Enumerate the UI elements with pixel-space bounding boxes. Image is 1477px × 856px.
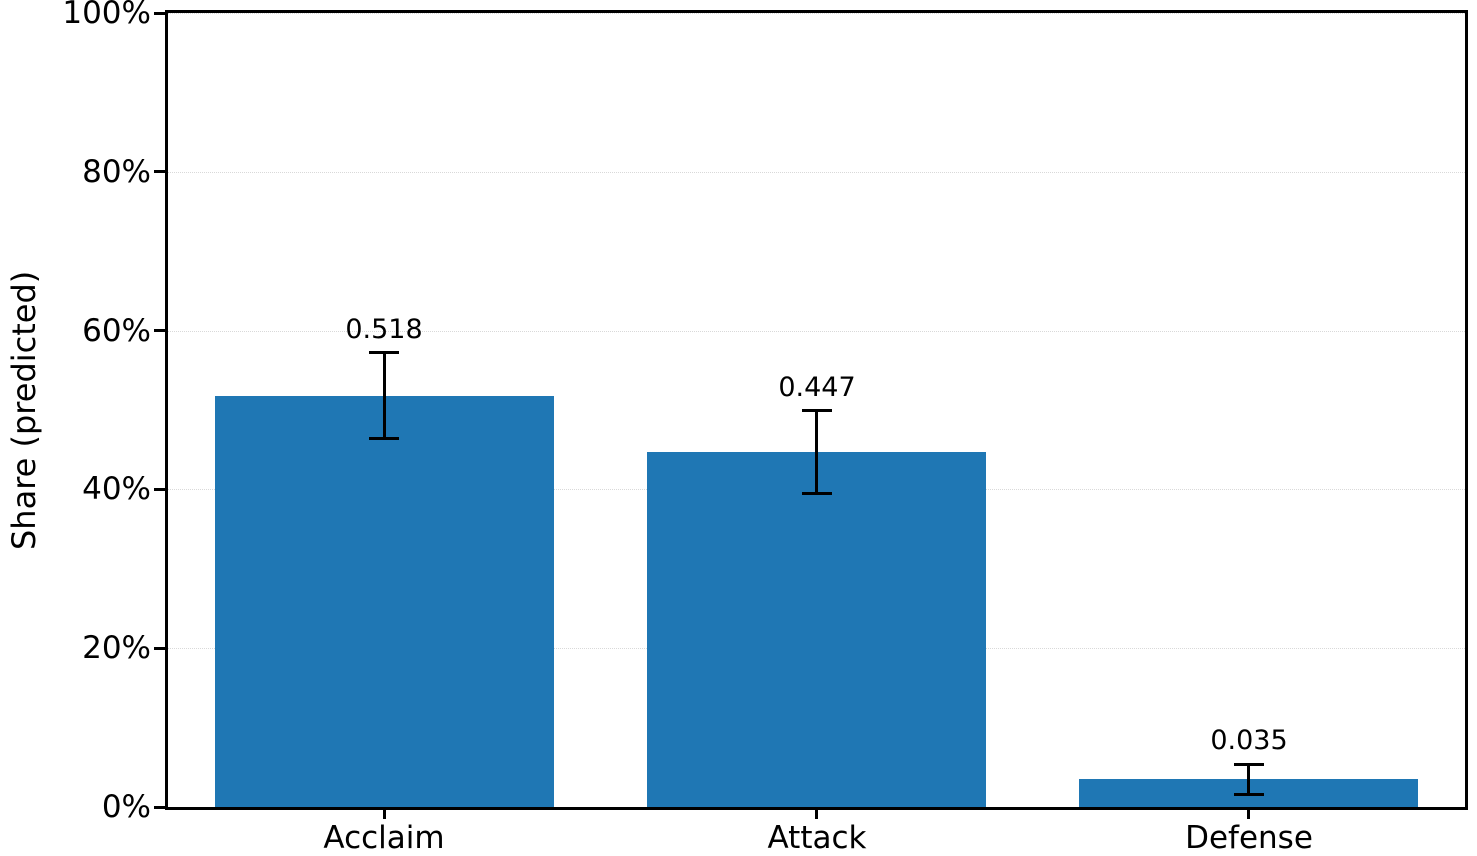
y-tick-label: 80% [82,153,151,190]
x-tick-mark [815,810,818,819]
error-cap-bottom [802,492,832,495]
error-cap-top [1234,763,1264,766]
value-label-defense: 0.035 [1210,725,1288,756]
y-tick-mark [154,170,165,174]
y-axis-label: Share (predicted) [5,270,43,550]
error-bar-attack [815,410,818,493]
error-bar-acclaim [383,353,386,439]
y-tick-mark [154,805,165,809]
x-tick-mark [1247,810,1250,819]
gridline-60 [168,330,1465,332]
x-tick-mark [383,810,386,819]
error-cap-top [802,409,832,412]
y-tick-label: 20% [82,630,151,667]
y-tick-mark [154,487,165,491]
gridline-100 [168,13,1465,14]
plot-area: 0.518 0.447 0.035 [165,10,1468,810]
y-tick-label: 60% [82,312,151,349]
y-tick-label: 100% [62,0,151,31]
error-cap-top [369,351,399,354]
gridline-80 [168,171,1465,173]
y-tick-label: 40% [82,471,151,508]
x-tick-label-defense: Defense [1185,820,1313,856]
x-tick-label-acclaim: Acclaim [323,820,445,856]
y-tick-mark [154,646,165,650]
value-label-acclaim: 0.518 [345,314,423,345]
error-bar-defense [1247,764,1250,794]
error-cap-bottom [1234,793,1264,796]
x-tick-label-attack: Attack [767,820,867,856]
bar-attack [647,452,986,807]
value-label-attack: 0.447 [778,372,856,403]
error-cap-bottom [369,437,399,440]
bar-acclaim [215,396,554,807]
y-tick-label: 0% [101,789,151,825]
y-tick-mark [154,11,165,15]
y-tick-mark [154,329,165,333]
